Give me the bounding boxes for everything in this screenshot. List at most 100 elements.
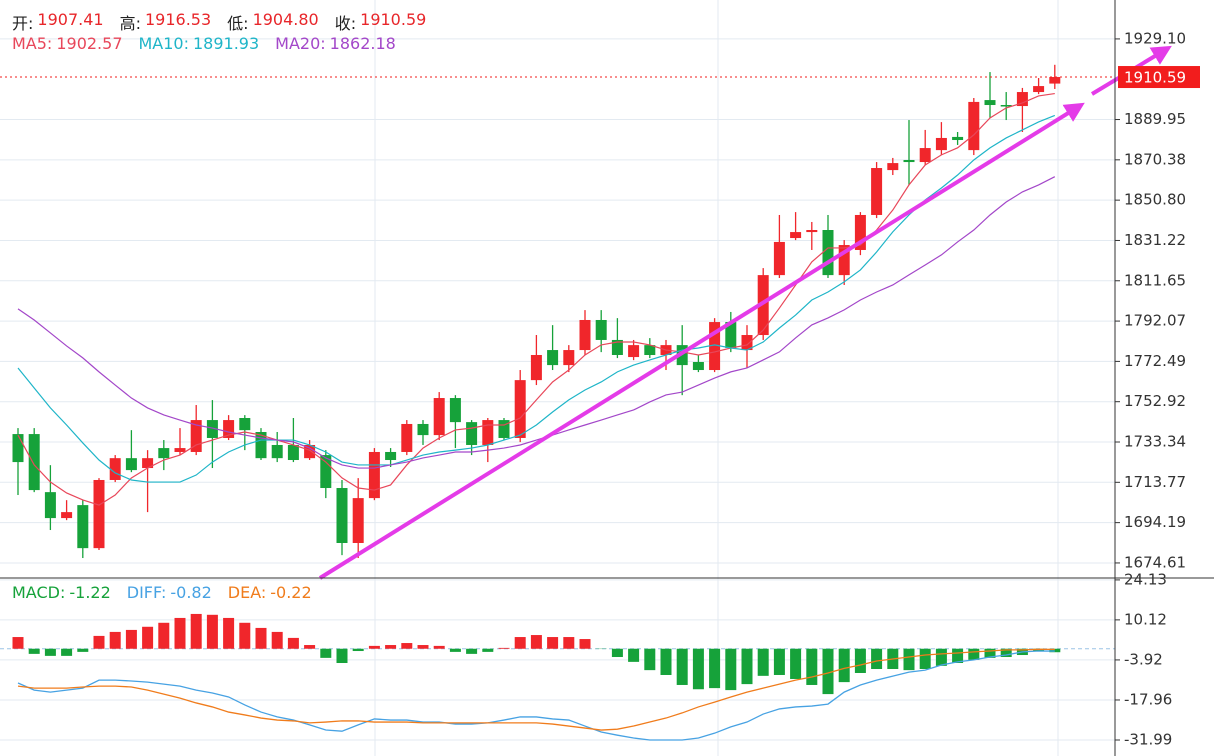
candle-body (466, 422, 478, 445)
candle-body (563, 350, 575, 366)
ohlc-label: 高: (119, 14, 141, 33)
ohlc-header: 开: 1907.41 高: 1916.53 低: 1904.80 收: 1910.59 (12, 10, 426, 34)
candle-body (595, 319, 607, 340)
ma-line (17, 114, 1056, 483)
candle-body (644, 345, 656, 355)
macd-bar (984, 648, 996, 658)
macd-bar (628, 648, 640, 662)
candle-body (725, 322, 737, 348)
y-tick-label: 1870.38 (1124, 150, 1186, 168)
candle-body (417, 423, 429, 436)
candle-body (12, 434, 24, 463)
candle-body (433, 398, 445, 436)
candle-body (77, 505, 89, 549)
y-tick-label: 1772.49 (1124, 352, 1186, 370)
y-tick-label: 1831.22 (1124, 231, 1186, 249)
candle-body (919, 148, 931, 163)
candle-body (142, 458, 154, 469)
y-tick-label: 1674.61 (1124, 553, 1186, 571)
y-tick-label: 1792.07 (1124, 312, 1186, 330)
candle-body (271, 444, 283, 459)
macd-bar (482, 648, 494, 652)
candle-body (984, 100, 996, 106)
candle-body (709, 322, 721, 371)
macd-bar (547, 637, 559, 649)
candle-body (449, 398, 461, 423)
macd-bar (93, 635, 105, 649)
candle-body (1000, 105, 1012, 107)
macd-bar (725, 648, 737, 691)
macd-bar (417, 645, 429, 649)
macd-bar (822, 648, 834, 695)
macd-bar (530, 635, 542, 649)
candle-body (498, 420, 510, 438)
macd-bar (433, 645, 445, 649)
macd-bar (304, 645, 316, 649)
legend-item: MA20: 1862.18 (275, 34, 396, 53)
y-tick-label: 10.12 (1124, 610, 1167, 628)
macd-bar (741, 648, 753, 685)
macd-line (17, 648, 1055, 731)
grid-layer (0, 0, 1115, 756)
last-price-tag (1118, 66, 1200, 89)
last-price-label: 1910.59 (1124, 69, 1186, 87)
macd-bar (401, 643, 413, 649)
candle-body (352, 498, 364, 543)
candle-body (304, 444, 316, 459)
legend-item: MACD: -1.22 (12, 583, 111, 602)
macd-bar (28, 648, 40, 654)
y-tick-label: 1929.10 (1124, 29, 1186, 47)
candle-body (320, 455, 332, 489)
ohlc-label: 低: (227, 14, 249, 33)
candle-body (44, 492, 56, 519)
macd-bar (660, 648, 672, 675)
macd-bar (271, 631, 283, 649)
legend-name: MA20: (275, 34, 326, 53)
macd-bar (611, 648, 623, 658)
candle-body (935, 137, 947, 151)
macd-bar (158, 622, 170, 649)
macd-bar (44, 648, 56, 656)
y-tick-label: 1733.34 (1124, 433, 1186, 451)
macd-bar (498, 647, 510, 649)
ma-line (17, 176, 1056, 469)
macd-bar (385, 645, 397, 649)
y-tick-label: -3.92 (1124, 650, 1163, 668)
candle-body (401, 423, 413, 452)
candle-body (255, 432, 267, 459)
macd-bar (61, 648, 73, 656)
candle-body (806, 230, 818, 233)
ohlc-value: 1916.53 (144, 10, 212, 29)
candle-body (1049, 77, 1061, 84)
y-tick-label: 1889.95 (1124, 110, 1186, 128)
candle-body (838, 245, 850, 276)
macd-bar (644, 648, 656, 671)
macd-bar (109, 631, 121, 649)
macd-bar (903, 648, 915, 671)
legend-name: MA5: (12, 34, 53, 53)
y-tick-label: -31.99 (1124, 730, 1172, 748)
macd-bar (709, 648, 721, 689)
candle-body (773, 241, 785, 276)
candle-body (158, 448, 170, 459)
macd-bar (1000, 648, 1012, 658)
macd-bar (968, 648, 980, 660)
y-tick-label: 1752.92 (1124, 392, 1186, 410)
macd-bar (838, 648, 850, 683)
macd-bar (12, 637, 24, 649)
ohlc-value: 1910.59 (360, 10, 427, 29)
macd-bar (579, 639, 591, 649)
macd-bar (514, 637, 526, 649)
ohlc-item: 开: 1907.41 (12, 10, 104, 34)
macd-bar (320, 648, 332, 658)
legend-name: DIFF: (126, 583, 167, 602)
plot-layer (0, 64, 1115, 741)
candle-body (611, 339, 623, 355)
candle-body (206, 420, 218, 438)
macd-bar (449, 648, 461, 652)
candle-body (28, 434, 40, 491)
macd-bar (757, 648, 769, 676)
candle-body (482, 420, 494, 445)
candle-body (385, 451, 397, 461)
